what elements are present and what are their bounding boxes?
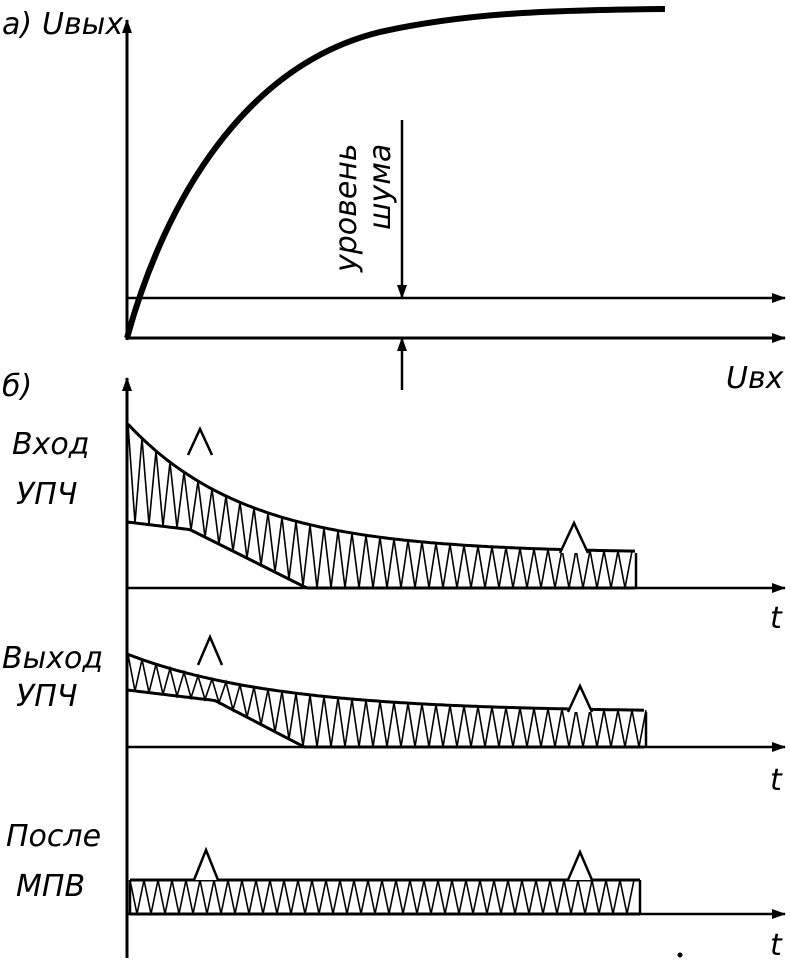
trace-2-pulse-2	[566, 683, 594, 713]
trace-3-label-line1: После	[6, 819, 101, 854]
trace-1-upper-envelope	[126, 423, 635, 553]
trace-3-t-label: t	[770, 928, 783, 962]
trace-3-hatch	[129, 879, 635, 915]
trace-3-pulse-2	[566, 848, 594, 881]
trace-3-pulse-1	[192, 846, 220, 881]
noise-label-line1: уровень	[329, 143, 364, 273]
trace-2-t-label: t	[770, 763, 783, 798]
trace-1-label-line2: УПЧ	[16, 477, 77, 512]
panel-b-tag: б)	[2, 369, 32, 404]
x-axis-label: Uвх	[726, 361, 784, 396]
trace-2-label-line1: Выход	[2, 641, 103, 676]
trace-2-label-line2: УПЧ	[16, 679, 77, 714]
trace-1-lower-envelope	[127, 520, 635, 590]
trace-2-upper-envelope	[127, 652, 645, 712]
trace-1-waveform	[126, 423, 638, 590]
panel-b: б) t t t Вход УПЧ Выход УПЧ После МПВ	[2, 369, 786, 962]
noise-label-line2: шума	[363, 144, 398, 230]
transfer-curve	[124, 6, 666, 339]
trace-1-pulse-2	[558, 520, 590, 554]
trace-3-label-line2: МПВ	[16, 869, 85, 904]
trace-1-pulse-1	[186, 426, 214, 456]
trace-1-t-label: t	[770, 601, 783, 636]
stray-dot	[677, 952, 683, 958]
trace-2-lower-envelope	[127, 688, 644, 749]
trace-2-waveform	[127, 633, 648, 749]
trace-1-label-line1: Вход	[12, 427, 89, 462]
trace-3-waveform	[128, 846, 642, 916]
panel-a-tag: а)	[2, 7, 32, 42]
trace-2-pulse-1	[196, 633, 224, 666]
y-axis-label: Uвых	[42, 7, 123, 42]
panel-a: а) Uвых Uвх уровень шума	[2, 6, 786, 396]
